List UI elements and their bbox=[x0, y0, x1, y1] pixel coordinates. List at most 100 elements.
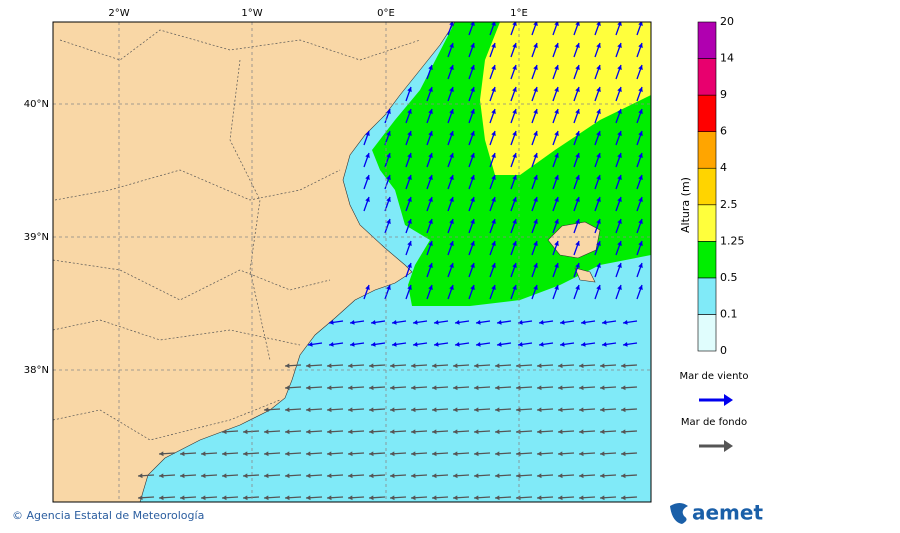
wave-arrowhead bbox=[533, 22, 538, 26]
wave-arrowhead bbox=[533, 109, 538, 114]
wave-arrowhead bbox=[432, 363, 437, 369]
wave-arrowhead bbox=[138, 495, 143, 501]
wave-arrowhead bbox=[537, 385, 542, 391]
wave-arrowhead bbox=[264, 429, 269, 435]
wave-arrowhead bbox=[579, 473, 584, 479]
wave-arrowhead bbox=[558, 451, 563, 457]
wave-arrowhead bbox=[537, 495, 542, 501]
wave-arrowhead bbox=[201, 495, 206, 501]
colorbar: 0 0.1 0.5 1.25 2.5 4 6 9 14 20 bbox=[697, 15, 745, 357]
wave-arrowhead bbox=[621, 473, 626, 479]
wave-arrowhead bbox=[600, 385, 605, 391]
wave-arrowhead bbox=[554, 263, 559, 268]
wave-arrowhead bbox=[554, 285, 559, 290]
wave-arrowhead bbox=[392, 342, 397, 347]
wave-arrowhead bbox=[470, 153, 475, 158]
wave-arrowhead bbox=[159, 495, 164, 501]
wave-arrowhead bbox=[596, 131, 601, 136]
wave-arrowhead bbox=[428, 197, 433, 202]
wave-arrowhead bbox=[449, 65, 454, 70]
wave-arrowhead bbox=[285, 385, 290, 391]
wave-arrowhead bbox=[159, 451, 164, 457]
wave-arrowhead bbox=[491, 263, 496, 268]
wave-arrowhead bbox=[474, 429, 479, 435]
wave-arrowhead bbox=[449, 285, 454, 290]
colorbar-segment bbox=[697, 94, 717, 132]
wave-arrowhead bbox=[348, 429, 353, 435]
colorbar-label: 0.1 bbox=[720, 307, 738, 320]
wave-arrowhead bbox=[411, 451, 416, 457]
wave-arrowhead bbox=[554, 241, 559, 246]
wave-arrowhead bbox=[432, 473, 437, 479]
wave-arrowhead bbox=[581, 320, 586, 325]
wave-arrowhead bbox=[386, 219, 391, 224]
colorbar-segment bbox=[697, 204, 717, 242]
wave-arrowhead bbox=[491, 219, 496, 224]
wave-arrowhead bbox=[327, 495, 332, 501]
colorbar-label: 20 bbox=[720, 15, 734, 28]
wave-arrowhead bbox=[491, 131, 496, 136]
wave-arrowhead bbox=[432, 385, 437, 391]
wave-arrowhead bbox=[453, 363, 458, 369]
wave-arrowhead bbox=[497, 342, 502, 347]
wave-arrowhead bbox=[369, 495, 374, 501]
wave-arrowhead bbox=[554, 197, 559, 202]
wave-arrowhead bbox=[350, 320, 355, 325]
wave-arrowhead bbox=[537, 407, 542, 413]
wave-arrowhead bbox=[575, 65, 580, 70]
wave-arrowhead bbox=[407, 109, 412, 114]
wave-arrowhead bbox=[428, 131, 433, 136]
wave-arrowhead bbox=[495, 473, 500, 479]
wave-arrowhead bbox=[554, 65, 559, 70]
wave-arrowhead bbox=[306, 451, 311, 457]
wave-arrowhead bbox=[495, 407, 500, 413]
wave-arrowhead bbox=[621, 495, 626, 501]
wave-arrowhead bbox=[180, 473, 185, 479]
wave-arrowhead bbox=[329, 320, 334, 325]
wave-arrowhead bbox=[533, 219, 538, 224]
wave-arrowhead bbox=[533, 241, 538, 246]
wave-arrowhead bbox=[554, 175, 559, 180]
wave-arrowhead bbox=[575, 285, 580, 290]
wave-arrowhead bbox=[512, 43, 517, 48]
wave-arrowhead bbox=[455, 320, 460, 325]
wave-arrowhead bbox=[470, 197, 475, 202]
wave-arrowhead bbox=[285, 363, 290, 369]
wave-arrowhead bbox=[413, 342, 418, 347]
wave-arrowhead bbox=[386, 153, 391, 158]
wave-arrowhead bbox=[558, 473, 563, 479]
wave-arrowhead bbox=[264, 407, 269, 413]
wave-arrowhead bbox=[222, 473, 227, 479]
wave-arrowhead bbox=[537, 429, 542, 435]
wave-arrowhead bbox=[539, 342, 544, 347]
wave-arrowhead bbox=[428, 175, 433, 180]
wave-arrowhead bbox=[386, 109, 391, 114]
wave-arrowhead bbox=[575, 219, 580, 224]
wave-arrowhead bbox=[638, 285, 643, 290]
wave-arrowhead bbox=[495, 363, 500, 369]
wave-arrowhead bbox=[407, 153, 412, 158]
borders bbox=[53, 29, 421, 441]
wave-arrowhead bbox=[596, 22, 601, 26]
wave-arrowhead bbox=[638, 43, 643, 48]
wave-arrowhead bbox=[365, 131, 370, 136]
wave-arrowhead bbox=[329, 342, 334, 347]
wave-arrowhead bbox=[428, 87, 433, 92]
colorbar-segment bbox=[697, 58, 717, 96]
wave-arrowhead bbox=[348, 407, 353, 413]
wave-arrowhead bbox=[512, 197, 517, 202]
wave-arrowhead bbox=[596, 109, 601, 114]
wave-arrowhead bbox=[638, 241, 643, 246]
wave-arrowhead bbox=[428, 241, 433, 246]
wave-arrowhead bbox=[575, 153, 580, 158]
wave-arrowhead bbox=[453, 429, 458, 435]
wave-arrowhead bbox=[617, 197, 622, 202]
wave-arrowhead bbox=[596, 241, 601, 246]
wave-arrowhead bbox=[539, 320, 544, 325]
wave-arrowhead bbox=[285, 473, 290, 479]
wave-arrowhead bbox=[617, 175, 622, 180]
wave-arrowhead bbox=[222, 451, 227, 457]
wave-arrowhead bbox=[306, 429, 311, 435]
wave-arrowhead bbox=[638, 109, 643, 114]
wave-arrowhead bbox=[491, 87, 496, 92]
